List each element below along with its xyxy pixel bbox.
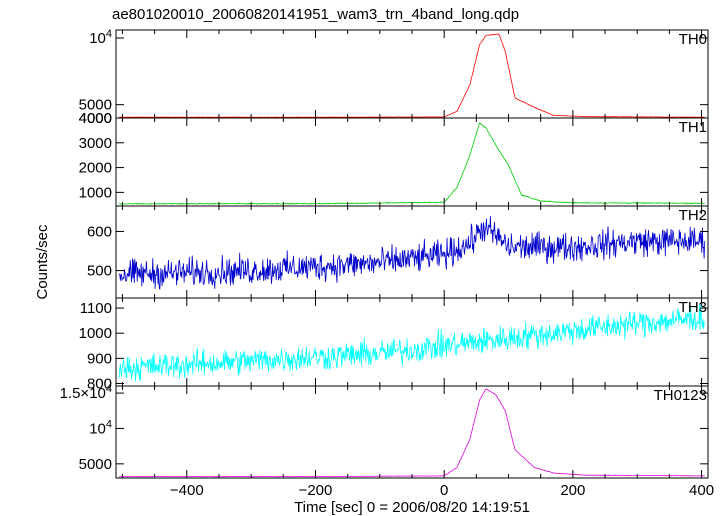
- series-th3-line: [118, 304, 706, 382]
- series-th1-line: [118, 122, 705, 206]
- x-axis-ticks: −400 −200 0 200 400: [121, 30, 714, 499]
- x-tick-label: −400: [170, 482, 204, 499]
- panel-th1: TH1 1000 2000 3000 4000: [79, 110, 709, 207]
- panel-label: TH0123: [654, 387, 707, 404]
- y-tick-label: 3000: [79, 135, 112, 152]
- series-th0-line: [119, 33, 705, 118]
- panel-label: TH3: [679, 299, 707, 316]
- y-tick-label: 1.5×104: [60, 383, 112, 402]
- y-tick-label: 600: [87, 223, 112, 240]
- y-tick-label: 1000: [79, 325, 112, 342]
- panel-label: TH1: [679, 119, 707, 136]
- y-tick-label: 1000: [79, 184, 112, 201]
- panel-th0123: TH0123 5000 104 1.5×104: [60, 383, 709, 479]
- plot-title: ae801020010_20060820141951_wam3_trn_4ban…: [112, 6, 519, 23]
- panels-group: TH040005000104TH11000200030004000TH25006…: [60, 28, 709, 479]
- y-tick-label: 900: [87, 350, 112, 367]
- y-tick-label: 4000: [79, 110, 112, 127]
- series-th2-line: [118, 215, 706, 290]
- panel-frame: [115, 385, 709, 479]
- panel-th2: TH2 500 600: [87, 205, 709, 299]
- y-tick-label: 5000: [79, 456, 112, 473]
- y-tick-label: 5000: [79, 97, 112, 114]
- y-tick-label: 500: [87, 263, 112, 280]
- y-tick-label: 4000: [79, 110, 112, 127]
- panel-th3: TH3 800 900 1000 1100: [79, 297, 709, 392]
- y-tick-label: 104: [89, 418, 112, 437]
- panel-frame: [115, 117, 709, 207]
- panel-frame: [115, 29, 709, 119]
- y-tick-label: 104: [89, 28, 112, 47]
- x-tick-label: 0: [440, 482, 448, 499]
- x-axis-label: Time [sec] 0 = 2006/08/20 14:19:51: [294, 499, 530, 516]
- x-tick-label: 200: [560, 482, 585, 499]
- panel-frame: [115, 205, 709, 299]
- panel-label: TH2: [679, 207, 707, 224]
- x-tick-label: −200: [299, 482, 333, 499]
- y-tick-label: 800: [87, 375, 112, 392]
- series-th0123-line: [119, 388, 705, 478]
- x-tick-label: 400: [689, 482, 714, 499]
- y-tick-label: 2000: [79, 160, 112, 177]
- y-axis-label: Counts/sec: [34, 224, 51, 300]
- y-tick-label: 1100: [80, 300, 112, 317]
- panel-label: TH0: [679, 31, 707, 48]
